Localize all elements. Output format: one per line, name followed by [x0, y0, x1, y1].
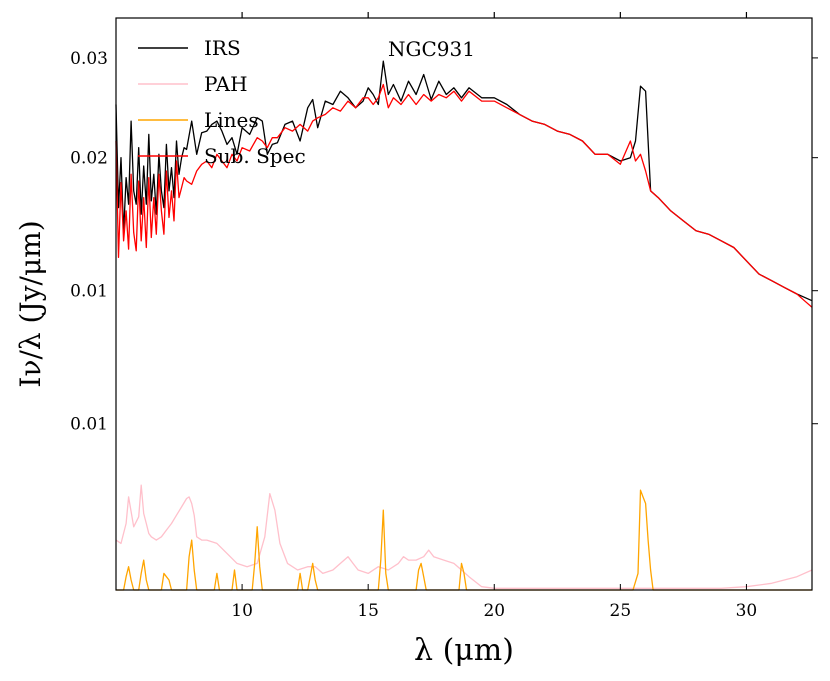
- x-tick-label: 25: [610, 601, 632, 621]
- legend-label: IRS: [204, 36, 241, 60]
- legend-label: Sub. Spec: [204, 144, 306, 168]
- x-tick-label: 10: [231, 601, 253, 621]
- x-axis-label: λ (μm): [414, 633, 514, 668]
- legend-label: Lines: [204, 108, 259, 132]
- series-line-sub-spec: [115, 83, 813, 308]
- x-tick-label: 30: [736, 601, 758, 621]
- y-tick-label: 0.01: [70, 415, 108, 435]
- series-line-irs: [115, 60, 813, 302]
- y-axis-label: Iν/λ (Jy/μm): [14, 220, 47, 387]
- x-tick-label: 20: [483, 601, 505, 621]
- y-tick-label: 0.02: [70, 149, 108, 169]
- legend-label: PAH: [204, 72, 248, 96]
- plot-frame: [115, 17, 813, 591]
- tick-layer: 10 15 20 25 30 0.01 0.01 0.02 0.03: [70, 12, 818, 621]
- annotation-label: NGC931: [388, 37, 475, 61]
- y-tick-label: 0.03: [70, 49, 108, 69]
- y-tick-label: 0.01: [70, 282, 108, 302]
- plot-area: [116, 18, 812, 590]
- legend: IRS PAH Lines Sub. Spec: [138, 36, 306, 168]
- x-tick-label: 15: [357, 601, 379, 621]
